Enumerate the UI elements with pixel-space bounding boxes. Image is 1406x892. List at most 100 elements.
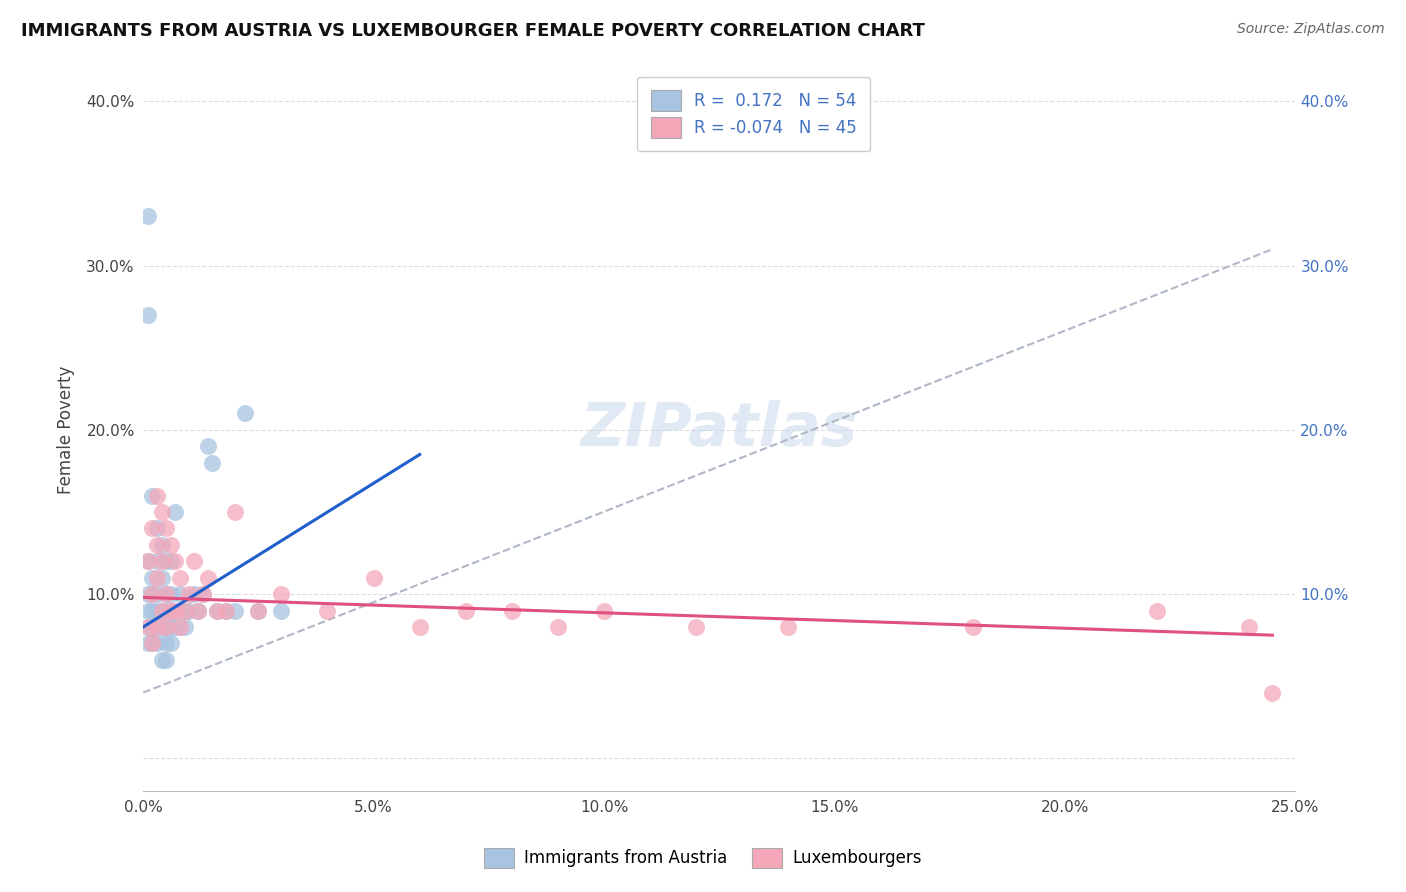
Point	[201, 456, 224, 470]
Point	[136, 554, 159, 568]
Point	[159, 554, 181, 568]
Point	[215, 603, 238, 617]
Point	[146, 538, 169, 552]
Point	[136, 587, 159, 601]
Text: ZIPatlas: ZIPatlas	[581, 401, 858, 459]
Point	[169, 620, 191, 634]
Point	[173, 603, 195, 617]
Point	[150, 653, 173, 667]
Point	[169, 571, 191, 585]
Point	[169, 587, 191, 601]
Point	[150, 538, 173, 552]
Point	[183, 554, 205, 568]
Point	[141, 603, 163, 617]
Point	[155, 554, 177, 568]
Point	[146, 554, 169, 568]
Legend: R =  0.172   N = 54, R = -0.074   N = 45: R = 0.172 N = 54, R = -0.074 N = 45	[637, 77, 870, 151]
Point	[150, 603, 173, 617]
Point	[173, 603, 195, 617]
Point	[363, 571, 385, 585]
Point	[141, 571, 163, 585]
Point	[146, 603, 169, 617]
Point	[146, 636, 169, 650]
Point	[141, 587, 163, 601]
Point	[247, 603, 270, 617]
Point	[146, 620, 169, 634]
Point	[141, 587, 163, 601]
Y-axis label: Female Poverty: Female Poverty	[58, 366, 75, 494]
Point	[150, 571, 173, 585]
Point	[197, 571, 219, 585]
Point	[155, 587, 177, 601]
Point	[408, 620, 430, 634]
Point	[150, 505, 173, 519]
Point	[165, 505, 187, 519]
Point	[501, 603, 523, 617]
Point	[136, 554, 159, 568]
Point	[169, 620, 191, 634]
Point	[146, 521, 169, 535]
Point	[150, 554, 173, 568]
Point	[146, 587, 169, 601]
Point	[141, 636, 163, 650]
Point	[183, 587, 205, 601]
Point	[316, 603, 339, 617]
Point	[165, 554, 187, 568]
Point	[205, 603, 228, 617]
Point	[141, 489, 163, 503]
Point	[155, 636, 177, 650]
Point	[593, 603, 616, 617]
Point	[165, 603, 187, 617]
Point	[146, 620, 169, 634]
Point	[224, 603, 246, 617]
Point	[778, 620, 800, 634]
Point	[155, 620, 177, 634]
Point	[150, 620, 173, 634]
Point	[224, 505, 246, 519]
Point	[159, 587, 181, 601]
Point	[270, 587, 292, 601]
Point	[155, 620, 177, 634]
Point	[187, 603, 209, 617]
Point	[165, 603, 187, 617]
Point	[141, 521, 163, 535]
Point	[197, 439, 219, 453]
Point	[191, 587, 214, 601]
Point	[159, 603, 181, 617]
Point	[146, 489, 169, 503]
Point	[685, 620, 707, 634]
Point	[155, 521, 177, 535]
Point	[247, 603, 270, 617]
Point	[205, 603, 228, 617]
Point	[179, 587, 201, 601]
Point	[962, 620, 984, 634]
Point	[547, 620, 569, 634]
Point	[1146, 603, 1168, 617]
Point	[159, 538, 181, 552]
Point	[1261, 686, 1284, 700]
Legend: Immigrants from Austria, Luxembourgers: Immigrants from Austria, Luxembourgers	[478, 841, 928, 875]
Point	[159, 620, 181, 634]
Point	[191, 587, 214, 601]
Point	[179, 603, 201, 617]
Point	[150, 603, 173, 617]
Point	[173, 620, 195, 634]
Point	[233, 407, 256, 421]
Point	[215, 603, 238, 617]
Point	[146, 571, 169, 585]
Point	[454, 603, 477, 617]
Point	[155, 653, 177, 667]
Point	[136, 636, 159, 650]
Point	[1239, 620, 1261, 634]
Point	[141, 636, 163, 650]
Point	[141, 620, 163, 634]
Text: Source: ZipAtlas.com: Source: ZipAtlas.com	[1237, 22, 1385, 37]
Point	[136, 603, 159, 617]
Point	[155, 587, 177, 601]
Point	[136, 620, 159, 634]
Point	[136, 210, 159, 224]
Point	[270, 603, 292, 617]
Text: IMMIGRANTS FROM AUSTRIA VS LUXEMBOURGER FEMALE POVERTY CORRELATION CHART: IMMIGRANTS FROM AUSTRIA VS LUXEMBOURGER …	[21, 22, 925, 40]
Point	[159, 636, 181, 650]
Point	[165, 620, 187, 634]
